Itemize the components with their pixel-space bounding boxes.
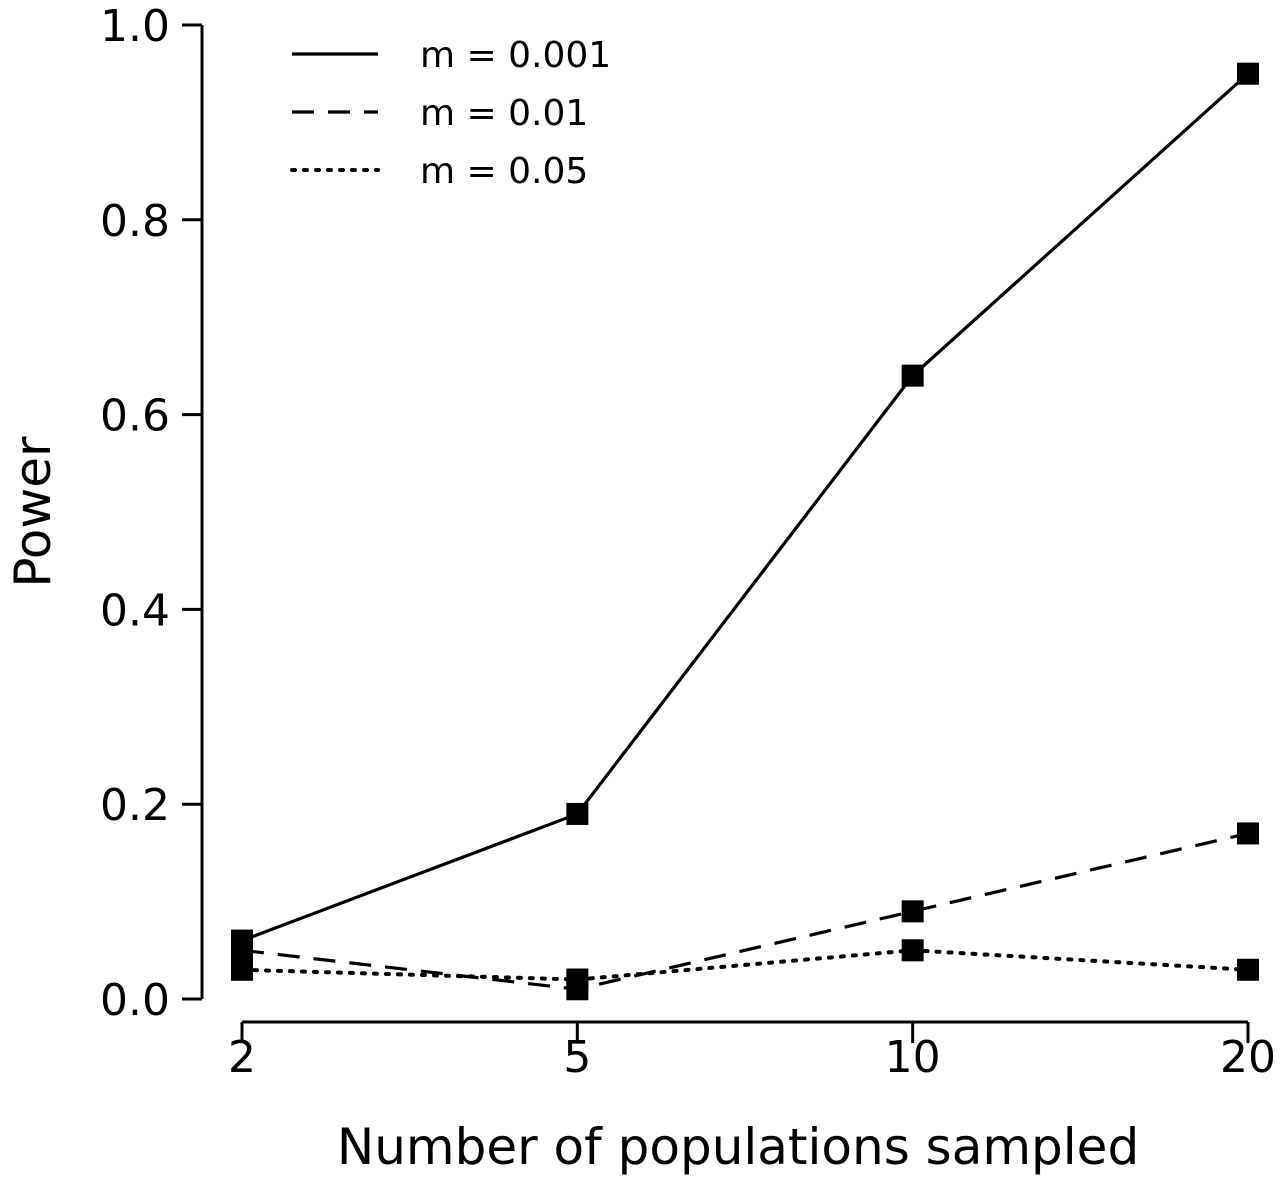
- data-point-marker: [1237, 62, 1259, 85]
- legend-label-3: m = 0.05: [420, 151, 588, 192]
- series-markers: [231, 62, 1259, 1001]
- y-tick-label: 0.4: [100, 585, 170, 636]
- data-point-marker: [901, 364, 924, 387]
- legend: m = 0.001 m = 0.01 m = 0.05: [290, 35, 611, 192]
- x-tick-label: 20: [1220, 1032, 1276, 1083]
- data-point-marker: [231, 958, 253, 981]
- y-tick-label: 0.8: [100, 196, 170, 247]
- series-line-3: [240, 948, 1250, 982]
- legend-label-2: m = 0.01: [420, 93, 588, 134]
- data-point-marker: [566, 802, 589, 825]
- data-point-marker: [566, 968, 589, 991]
- series-line-1: [241, 72, 1250, 943]
- data-point-marker: [901, 900, 924, 923]
- x-tick-label: 5: [563, 1032, 591, 1083]
- y-tick-label: 0.0: [100, 975, 170, 1026]
- axes: 0.0 0.2 0.4 0.6 0.8 1.0 2 5 10 20: [100, 1, 1276, 1083]
- series-line-2: [241, 831, 1249, 991]
- y-tick-label: 0.6: [100, 391, 170, 442]
- data-point-marker: [901, 939, 924, 962]
- data-point-marker: [1237, 822, 1259, 845]
- data-point-marker: [231, 939, 253, 962]
- data-point-marker: [1237, 958, 1259, 981]
- x-axis-title: Number of populations sampled: [337, 1118, 1139, 1176]
- legend-label-1: m = 0.001: [420, 35, 611, 76]
- series-lines: [240, 72, 1250, 991]
- y-tick-label: 0.2: [100, 780, 170, 831]
- y-axis-title: Power: [4, 436, 62, 588]
- x-tick-label: 2: [228, 1032, 256, 1083]
- y-tick-label: 1.0: [100, 1, 170, 52]
- x-tick-label: 10: [885, 1032, 941, 1083]
